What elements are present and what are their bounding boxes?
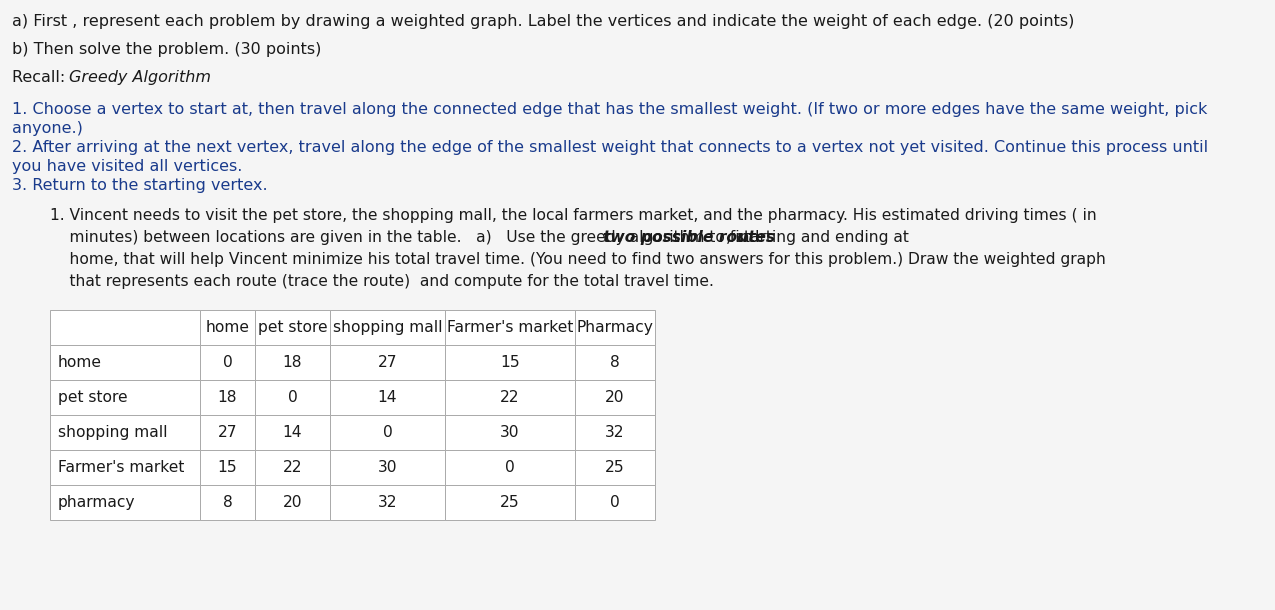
- Bar: [200, 380, 255, 415]
- Bar: [445, 485, 575, 520]
- Bar: [200, 415, 255, 450]
- Text: 14: 14: [283, 425, 302, 440]
- Text: a) First , represent each problem by drawing a weighted graph. Label the vertice: a) First , represent each problem by dra…: [11, 14, 1075, 29]
- Text: shopping mall: shopping mall: [333, 320, 442, 335]
- Text: two possible routes: two possible routes: [603, 230, 775, 245]
- Text: 22: 22: [500, 390, 520, 405]
- Text: 1. Vincent needs to visit the pet store, the shopping mall, the local farmers ma: 1. Vincent needs to visit the pet store,…: [50, 208, 1096, 223]
- Text: 0: 0: [223, 355, 232, 370]
- Bar: [445, 310, 575, 345]
- Text: home, that will help Vincent minimize his total travel time. (You need to find t: home, that will help Vincent minimize hi…: [50, 252, 1105, 267]
- Bar: [330, 415, 445, 450]
- Bar: [330, 380, 445, 415]
- Bar: [255, 485, 330, 520]
- Text: 18: 18: [218, 390, 237, 405]
- Text: 30: 30: [500, 425, 520, 440]
- Text: pet store: pet store: [258, 320, 328, 335]
- Text: Farmer's market: Farmer's market: [57, 460, 185, 475]
- Text: pet store: pet store: [57, 390, 128, 405]
- Text: , starting and ending at: , starting and ending at: [727, 230, 909, 245]
- Bar: [330, 450, 445, 485]
- Text: 1. Choose a vertex to start at, then travel along the connected edge that has th: 1. Choose a vertex to start at, then tra…: [11, 102, 1207, 117]
- Text: 8: 8: [611, 355, 620, 370]
- Text: pharmacy: pharmacy: [57, 495, 135, 510]
- Bar: [330, 485, 445, 520]
- Text: shopping mall: shopping mall: [57, 425, 167, 440]
- Text: b) Then solve the problem. (30 points): b) Then solve the problem. (30 points): [11, 42, 321, 57]
- Bar: [200, 485, 255, 520]
- Bar: [330, 345, 445, 380]
- Text: 27: 27: [218, 425, 237, 440]
- Text: 32: 32: [377, 495, 398, 510]
- Bar: [255, 450, 330, 485]
- Bar: [255, 415, 330, 450]
- Text: 0: 0: [382, 425, 393, 440]
- Bar: [200, 450, 255, 485]
- Text: 25: 25: [606, 460, 625, 475]
- Text: home: home: [57, 355, 102, 370]
- Text: 22: 22: [283, 460, 302, 475]
- Bar: [255, 310, 330, 345]
- Bar: [255, 380, 330, 415]
- Bar: [50, 485, 200, 520]
- Text: 0: 0: [288, 390, 297, 405]
- Bar: [575, 485, 655, 520]
- Bar: [575, 310, 655, 345]
- Text: 0: 0: [611, 495, 620, 510]
- Text: 27: 27: [377, 355, 398, 370]
- Text: 20: 20: [606, 390, 625, 405]
- Text: 14: 14: [377, 390, 398, 405]
- Bar: [575, 345, 655, 380]
- Text: anyone.): anyone.): [11, 121, 83, 136]
- Bar: [575, 450, 655, 485]
- Text: 2. After arriving at the next vertex, travel along the edge of the smallest weig: 2. After arriving at the next vertex, tr…: [11, 140, 1209, 155]
- Bar: [50, 415, 200, 450]
- Text: Greedy Algorithm: Greedy Algorithm: [69, 70, 210, 85]
- Text: 15: 15: [218, 460, 237, 475]
- Text: 32: 32: [606, 425, 625, 440]
- Text: home: home: [205, 320, 250, 335]
- Bar: [50, 310, 200, 345]
- Text: 15: 15: [500, 355, 520, 370]
- Bar: [445, 380, 575, 415]
- Text: 0: 0: [505, 460, 515, 475]
- Text: you have visited all vertices.: you have visited all vertices.: [11, 159, 242, 174]
- Bar: [445, 345, 575, 380]
- Bar: [445, 415, 575, 450]
- Bar: [200, 310, 255, 345]
- Text: Recall:: Recall:: [11, 70, 70, 85]
- Bar: [50, 380, 200, 415]
- Bar: [445, 450, 575, 485]
- Text: 18: 18: [283, 355, 302, 370]
- Bar: [50, 345, 200, 380]
- Bar: [575, 415, 655, 450]
- Bar: [50, 450, 200, 485]
- Text: that represents each route (trace the route)  and compute for the total travel t: that represents each route (trace the ro…: [50, 274, 714, 289]
- Bar: [575, 380, 655, 415]
- Bar: [200, 345, 255, 380]
- Text: 8: 8: [223, 495, 232, 510]
- Text: 25: 25: [500, 495, 520, 510]
- Text: 20: 20: [283, 495, 302, 510]
- Text: 3. Return to the starting vertex.: 3. Return to the starting vertex.: [11, 178, 268, 193]
- Bar: [50, 310, 655, 520]
- Bar: [255, 345, 330, 380]
- Text: 30: 30: [377, 460, 398, 475]
- Text: Pharmacy: Pharmacy: [576, 320, 653, 335]
- Bar: [330, 310, 445, 345]
- Text: minutes) between locations are given in the table.   a)   Use the greedy algorit: minutes) between locations are given in …: [50, 230, 764, 245]
- Text: Farmer's market: Farmer's market: [446, 320, 574, 335]
